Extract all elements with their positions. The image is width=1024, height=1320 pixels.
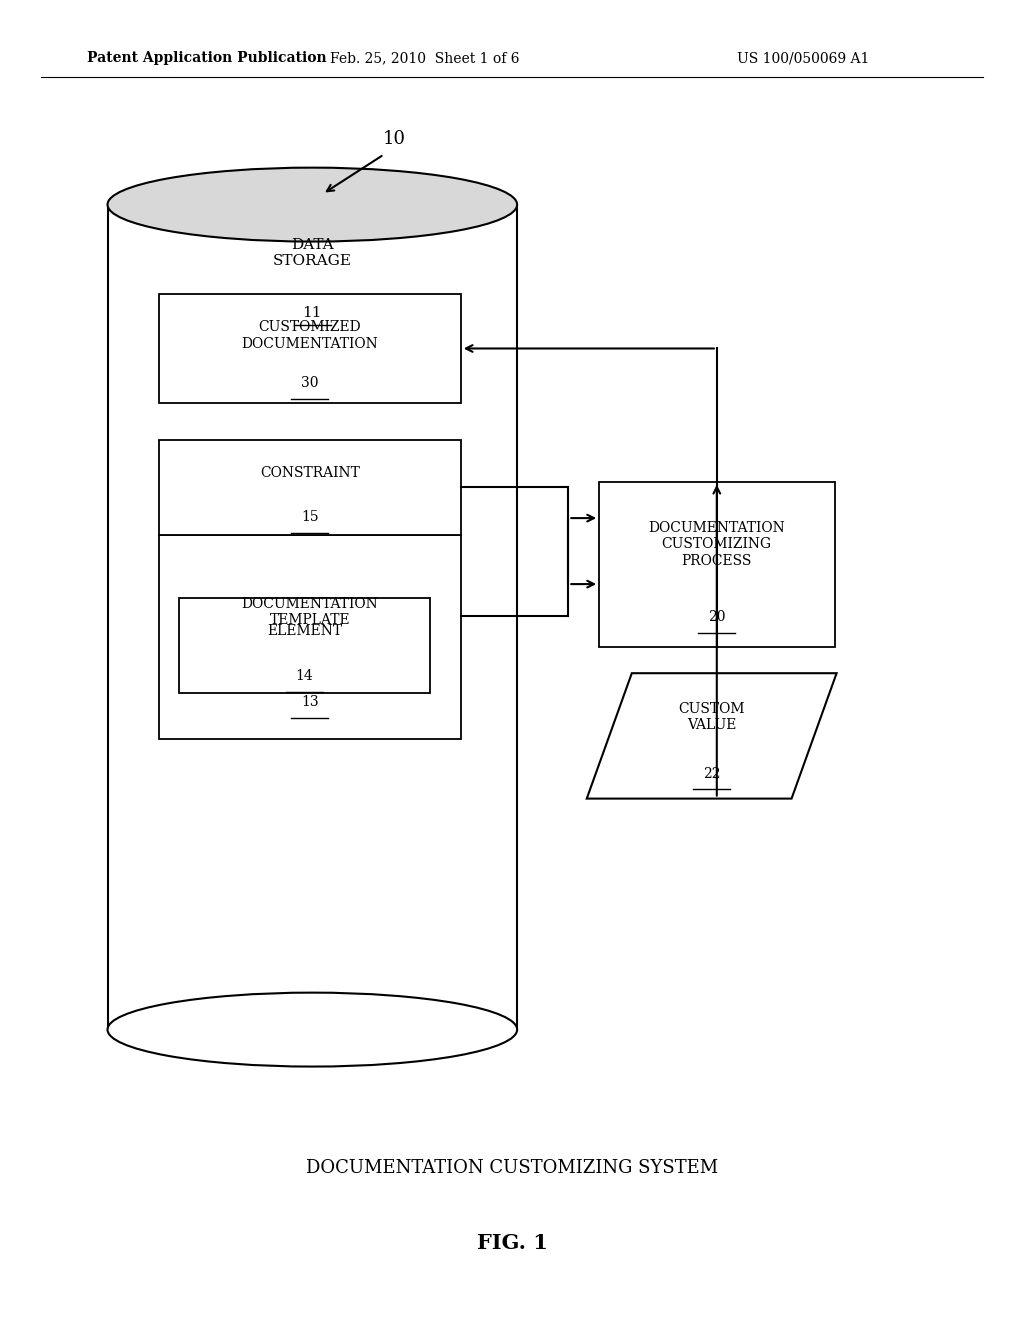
Text: 10: 10: [383, 129, 406, 148]
Text: CUSTOM
VALUE: CUSTOM VALUE: [679, 702, 744, 733]
FancyBboxPatch shape: [599, 482, 835, 647]
Text: US 100/050069 A1: US 100/050069 A1: [737, 51, 869, 65]
Text: DOCUMENTATION
CUSTOMIZING
PROCESS: DOCUMENTATION CUSTOMIZING PROCESS: [648, 521, 785, 568]
Text: CUSTOMIZED
DOCUMENTATION: CUSTOMIZED DOCUMENTATION: [242, 321, 378, 351]
Text: ELEMENT: ELEMENT: [267, 624, 342, 639]
Text: 13: 13: [301, 696, 318, 709]
Text: DOCUMENTATION
TEMPLATE: DOCUMENTATION TEMPLATE: [242, 597, 378, 627]
Text: Feb. 25, 2010  Sheet 1 of 6: Feb. 25, 2010 Sheet 1 of 6: [330, 51, 520, 65]
Text: 22: 22: [702, 767, 721, 780]
Text: 14: 14: [296, 669, 313, 682]
FancyBboxPatch shape: [159, 440, 461, 535]
Text: DOCUMENTATION CUSTOMIZING SYSTEM: DOCUMENTATION CUSTOMIZING SYSTEM: [306, 1159, 718, 1177]
Text: 11: 11: [302, 306, 323, 321]
Text: Patent Application Publication: Patent Application Publication: [87, 51, 327, 65]
Text: 30: 30: [301, 376, 318, 391]
Text: DATA
STORAGE: DATA STORAGE: [272, 238, 352, 268]
FancyBboxPatch shape: [159, 294, 461, 403]
Polygon shape: [108, 205, 517, 1030]
Ellipse shape: [108, 993, 517, 1067]
Polygon shape: [587, 673, 837, 799]
Ellipse shape: [108, 168, 517, 242]
FancyBboxPatch shape: [159, 535, 461, 739]
Text: 20: 20: [708, 610, 726, 624]
FancyBboxPatch shape: [179, 598, 430, 693]
Text: FIG. 1: FIG. 1: [476, 1233, 548, 1254]
Text: 15: 15: [301, 511, 318, 524]
Text: CONSTRAINT: CONSTRAINT: [260, 466, 359, 480]
